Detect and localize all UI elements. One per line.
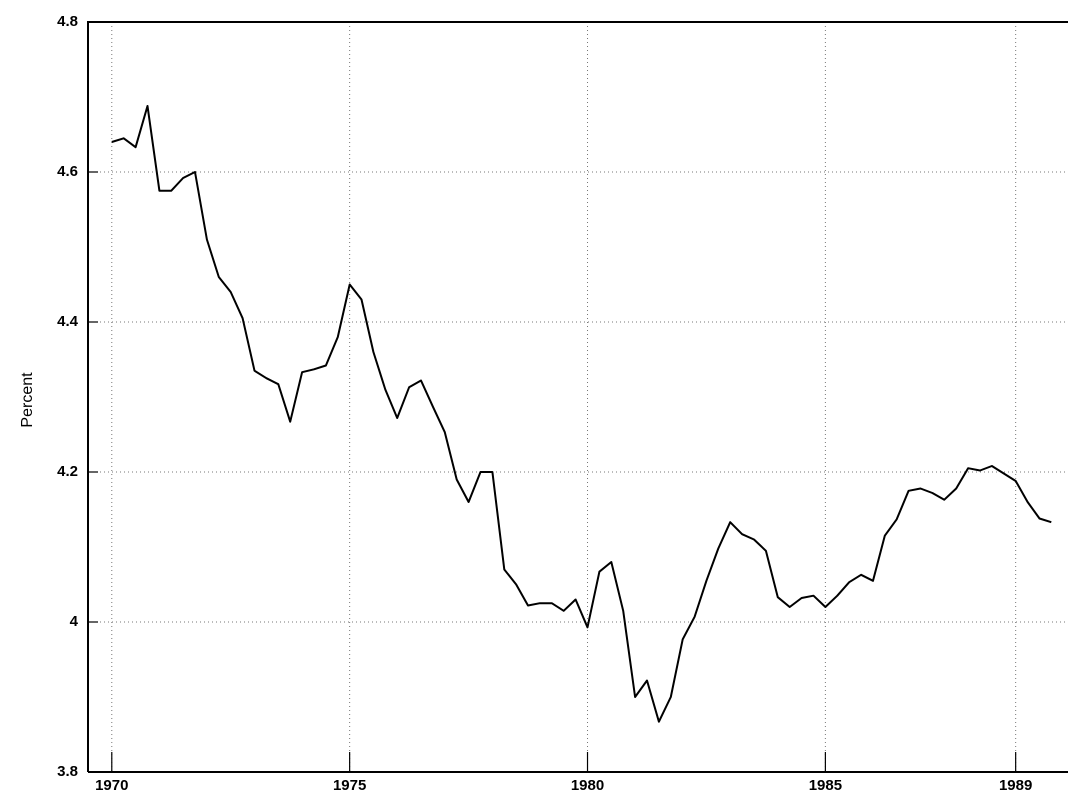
- x-tick-label: 1970: [95, 777, 128, 794]
- y-tick-label: 4: [70, 613, 79, 630]
- y-axis-label: Percent: [19, 372, 36, 428]
- y-tick-label: 4.8: [57, 13, 78, 30]
- plot-frame: [87, 21, 1068, 773]
- y-tick-label: 3.8: [57, 763, 78, 780]
- data-line: [111, 105, 1052, 723]
- y-tick-label: 4.4: [57, 313, 79, 330]
- x-tick-label: 1975: [333, 777, 366, 794]
- y-tick-label: 4.2: [57, 463, 78, 480]
- y-tick-label: 4.6: [57, 163, 78, 180]
- x-tick-label: 1989: [999, 777, 1032, 794]
- x-tick-label: 1980: [571, 777, 604, 794]
- x-tick-label: 1985: [809, 777, 842, 794]
